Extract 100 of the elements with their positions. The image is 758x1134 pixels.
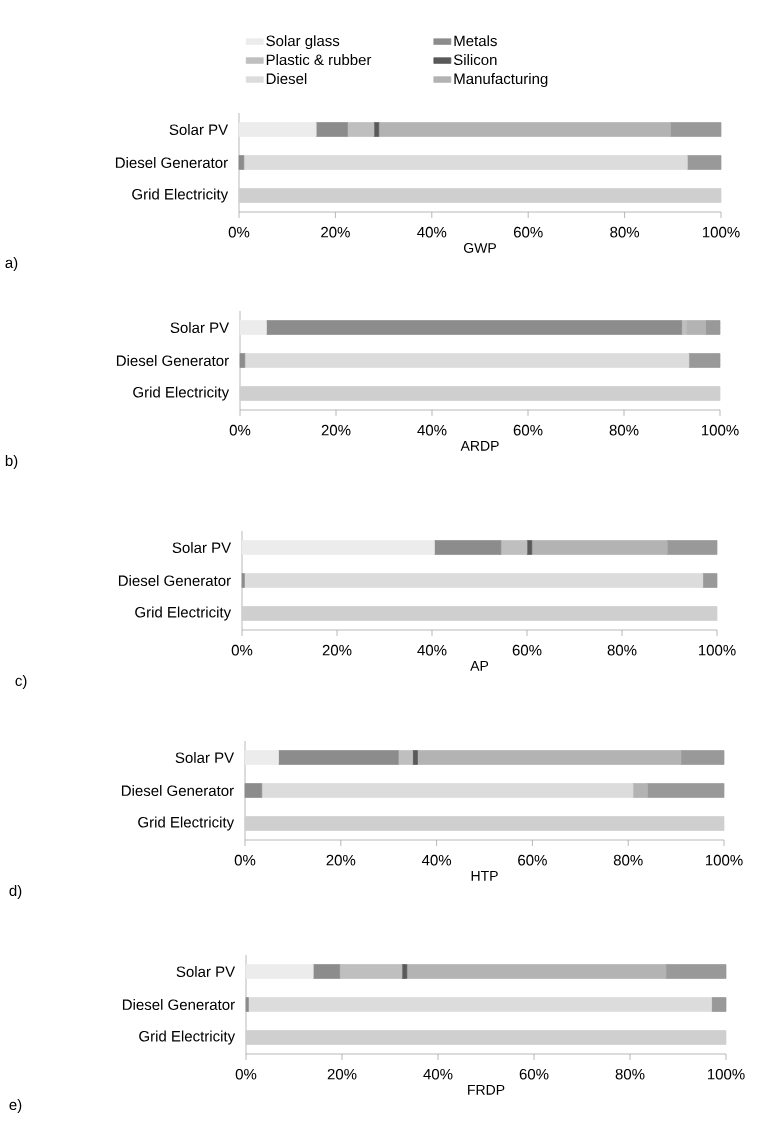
y-tick-label: Solar PV [169, 124, 229, 136]
bar [245, 964, 314, 979]
bar [244, 573, 704, 588]
bar [244, 783, 263, 798]
bar [239, 320, 267, 335]
legend-label: Manufacturing [454, 73, 548, 88]
bar [702, 573, 718, 588]
bar [686, 320, 706, 335]
bar [688, 353, 721, 368]
bar [248, 997, 712, 1012]
x-tick-label: 0% [231, 644, 253, 656]
x-tick-label: 40% [417, 226, 447, 238]
legend-label: Diesel [266, 73, 307, 85]
y-tick-label: Diesel Generator [122, 999, 235, 1011]
bar [339, 964, 403, 979]
x-tick-label: 80% [613, 854, 643, 866]
x-tick-label: 0% [229, 424, 251, 436]
bar [241, 540, 435, 555]
bar [711, 997, 727, 1012]
x-tick-label: 60% [512, 644, 542, 656]
x-tick-label: 100% [701, 424, 739, 436]
legend-label: Metals [454, 35, 497, 47]
legend-label: Solar glass [266, 35, 340, 50]
legend-label: Plastic & rubber [266, 54, 372, 66]
y-tick-label: Diesel Generator [118, 575, 231, 587]
x-tick-label: 100% [702, 226, 740, 238]
bar [666, 540, 718, 555]
x-tick-label: 80% [609, 424, 639, 436]
x-tick-label: 80% [607, 644, 637, 656]
x-axis-title: GWP [463, 243, 496, 253]
y-tick-label: Grid Electricity [135, 606, 232, 621]
x-tick-label: 40% [421, 854, 452, 866]
x-tick-label: 60% [519, 1068, 549, 1080]
y-tick-label: Grid Electricity [133, 386, 230, 401]
x-tick-label: 0% [235, 1068, 257, 1080]
bar [647, 783, 725, 798]
bar [241, 573, 245, 588]
y-tick-label: Diesel Generator [116, 355, 229, 367]
bar [434, 540, 502, 555]
x-tick-label: 0% [234, 854, 256, 866]
x-tick-label: 20% [327, 1068, 357, 1080]
bar [244, 353, 690, 368]
y-tick-label: Solar PV [176, 966, 236, 978]
bar [680, 750, 725, 765]
bar [278, 750, 399, 765]
text: a) [5, 257, 18, 271]
x-tick-label: 100% [698, 644, 736, 656]
bar [238, 188, 722, 203]
x-tick-label: 40% [423, 1068, 453, 1080]
bar [245, 997, 249, 1012]
bar [239, 386, 721, 401]
y-tick-label: Solar PV [175, 752, 235, 764]
x-tick-label: 60% [513, 424, 543, 436]
x-tick-label: 40% [417, 644, 447, 656]
x-tick-label: 40% [417, 424, 447, 436]
bar [347, 122, 375, 137]
x-tick-label: 100% [705, 854, 743, 866]
x-tick-label: 0% [228, 226, 250, 238]
x-tick-label: 80% [615, 1068, 645, 1080]
bar [315, 122, 348, 137]
bar [500, 540, 528, 555]
x-tick-label: 60% [518, 854, 547, 866]
bar [406, 964, 667, 979]
text: b) [5, 455, 18, 469]
bar [670, 122, 722, 137]
x-tick-label: 20% [321, 424, 351, 436]
bar [312, 964, 340, 979]
y-tick-label: Solar PV [172, 542, 232, 554]
bar [243, 155, 688, 170]
bar [378, 122, 671, 137]
y-tick-label: Diesel Generator [121, 785, 234, 797]
text: e) [9, 1099, 22, 1113]
legend-label: Silicon [453, 54, 497, 66]
bar [244, 750, 279, 765]
bar [632, 783, 648, 798]
bar [238, 122, 317, 137]
bar [412, 750, 418, 765]
bar [239, 353, 246, 368]
bar [686, 155, 722, 170]
x-tick-label: 80% [610, 226, 640, 238]
bar [417, 750, 682, 765]
x-tick-label: 20% [322, 644, 352, 656]
text: c) [15, 675, 27, 689]
y-tick-label: Solar PV [170, 322, 230, 334]
bar [238, 155, 245, 170]
y-tick-label: Grid Electricity [132, 188, 229, 203]
bar [245, 1030, 727, 1045]
y-tick-label: Grid Electricity [138, 816, 235, 831]
x-tick-label: 60% [513, 226, 543, 238]
x-axis-title: ARDP [460, 441, 499, 451]
bar [705, 320, 721, 335]
bar [266, 320, 682, 335]
x-tick-label: 100% [707, 1068, 745, 1080]
x-axis-title: FRDP [468, 1085, 505, 1095]
x-tick-label: 20% [326, 854, 356, 866]
bar [241, 606, 718, 621]
x-tick-label: 20% [321, 226, 350, 238]
bar [397, 750, 413, 765]
bar [261, 783, 634, 798]
y-tick-label: Grid Electricity [139, 1030, 236, 1045]
